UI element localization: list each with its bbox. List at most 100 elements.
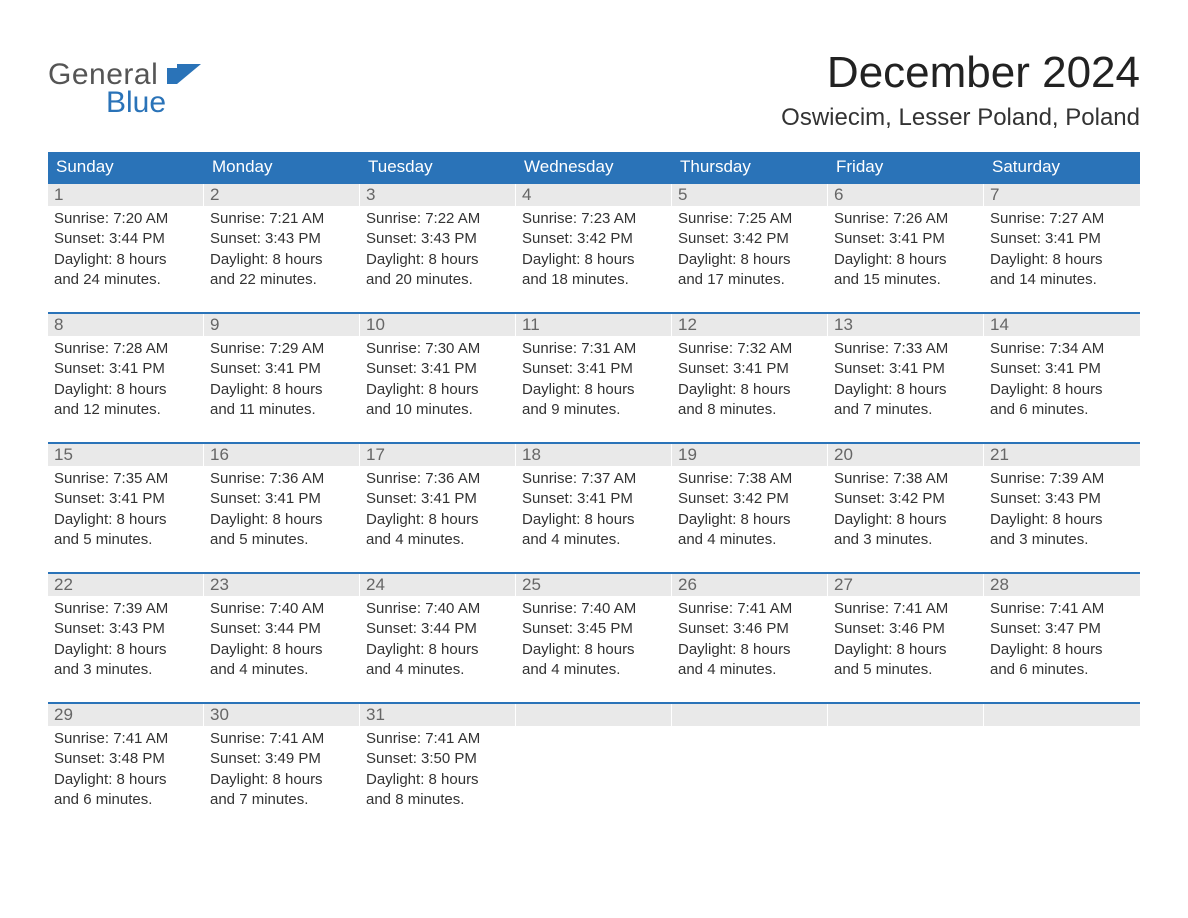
week-row: 22Sunrise: 7:39 AMSunset: 3:43 PMDayligh… [48, 572, 1140, 702]
day-body [516, 726, 672, 806]
day-sunrise: Sunrise: 7:33 AM [834, 339, 978, 359]
flag-icon [167, 64, 201, 89]
day-d2: and 5 minutes. [834, 660, 978, 680]
day-sunset: Sunset: 3:41 PM [366, 489, 510, 509]
day-d1: Daylight: 8 hours [522, 250, 666, 270]
day-d1: Daylight: 8 hours [990, 380, 1134, 400]
day-sunrise: Sunrise: 7:20 AM [54, 209, 198, 229]
day-cell: 15Sunrise: 7:35 AMSunset: 3:41 PMDayligh… [48, 444, 204, 572]
day-sunset: Sunset: 3:46 PM [678, 619, 822, 639]
day-body: Sunrise: 7:38 AMSunset: 3:42 PMDaylight:… [828, 466, 984, 564]
day-number: 26 [672, 574, 828, 596]
day-d2: and 5 minutes. [210, 530, 354, 550]
day-body: Sunrise: 7:41 AMSunset: 3:46 PMDaylight:… [672, 596, 828, 694]
day-d1: Daylight: 8 hours [366, 250, 510, 270]
day-sunset: Sunset: 3:44 PM [54, 229, 198, 249]
day-sunrise: Sunrise: 7:27 AM [990, 209, 1134, 229]
day-body: Sunrise: 7:39 AMSunset: 3:43 PMDaylight:… [48, 596, 204, 694]
day-d2: and 3 minutes. [54, 660, 198, 680]
day-d1: Daylight: 8 hours [54, 770, 198, 790]
day-body: Sunrise: 7:39 AMSunset: 3:43 PMDaylight:… [984, 466, 1140, 564]
day-sunset: Sunset: 3:49 PM [210, 749, 354, 769]
day-cell [984, 704, 1140, 832]
day-d2: and 10 minutes. [366, 400, 510, 420]
day-cell: 29Sunrise: 7:41 AMSunset: 3:48 PMDayligh… [48, 704, 204, 832]
day-body: Sunrise: 7:31 AMSunset: 3:41 PMDaylight:… [516, 336, 672, 434]
day-cell: 11Sunrise: 7:31 AMSunset: 3:41 PMDayligh… [516, 314, 672, 442]
day-number [516, 704, 672, 726]
day-sunset: Sunset: 3:41 PM [54, 489, 198, 509]
day-sunset: Sunset: 3:41 PM [522, 359, 666, 379]
day-body: Sunrise: 7:41 AMSunset: 3:46 PMDaylight:… [828, 596, 984, 694]
day-number: 5 [672, 184, 828, 206]
day-cell: 14Sunrise: 7:34 AMSunset: 3:41 PMDayligh… [984, 314, 1140, 442]
week-row: 1Sunrise: 7:20 AMSunset: 3:44 PMDaylight… [48, 182, 1140, 312]
day-d1: Daylight: 8 hours [834, 380, 978, 400]
day-body: Sunrise: 7:32 AMSunset: 3:41 PMDaylight:… [672, 336, 828, 434]
day-d1: Daylight: 8 hours [678, 380, 822, 400]
day-cell: 2Sunrise: 7:21 AMSunset: 3:43 PMDaylight… [204, 184, 360, 312]
day-d1: Daylight: 8 hours [678, 640, 822, 660]
day-body: Sunrise: 7:23 AMSunset: 3:42 PMDaylight:… [516, 206, 672, 304]
day-sunset: Sunset: 3:43 PM [210, 229, 354, 249]
day-cell: 9Sunrise: 7:29 AMSunset: 3:41 PMDaylight… [204, 314, 360, 442]
day-d1: Daylight: 8 hours [54, 510, 198, 530]
day-d2: and 4 minutes. [210, 660, 354, 680]
day-d1: Daylight: 8 hours [210, 250, 354, 270]
day-number: 19 [672, 444, 828, 466]
day-body: Sunrise: 7:28 AMSunset: 3:41 PMDaylight:… [48, 336, 204, 434]
day-sunrise: Sunrise: 7:31 AM [522, 339, 666, 359]
day-sunset: Sunset: 3:41 PM [678, 359, 822, 379]
day-sunrise: Sunrise: 7:41 AM [210, 729, 354, 749]
week-row: 8Sunrise: 7:28 AMSunset: 3:41 PMDaylight… [48, 312, 1140, 442]
day-number: 20 [828, 444, 984, 466]
day-cell: 28Sunrise: 7:41 AMSunset: 3:47 PMDayligh… [984, 574, 1140, 702]
day-sunrise: Sunrise: 7:35 AM [54, 469, 198, 489]
day-body: Sunrise: 7:34 AMSunset: 3:41 PMDaylight:… [984, 336, 1140, 434]
day-cell: 8Sunrise: 7:28 AMSunset: 3:41 PMDaylight… [48, 314, 204, 442]
day-sunrise: Sunrise: 7:25 AM [678, 209, 822, 229]
day-number: 12 [672, 314, 828, 336]
day-sunset: Sunset: 3:43 PM [366, 229, 510, 249]
day-d1: Daylight: 8 hours [54, 380, 198, 400]
day-sunset: Sunset: 3:41 PM [54, 359, 198, 379]
day-d2: and 12 minutes. [54, 400, 198, 420]
day-cell: 21Sunrise: 7:39 AMSunset: 3:43 PMDayligh… [984, 444, 1140, 572]
brand-logo: General Blue [48, 58, 201, 120]
day-cell: 4Sunrise: 7:23 AMSunset: 3:42 PMDaylight… [516, 184, 672, 312]
day-number: 29 [48, 704, 204, 726]
day-cell: 10Sunrise: 7:30 AMSunset: 3:41 PMDayligh… [360, 314, 516, 442]
day-number: 7 [984, 184, 1140, 206]
day-number: 18 [516, 444, 672, 466]
page: General Blue December 2024 Oswiecim, Les… [0, 0, 1188, 872]
day-body: Sunrise: 7:29 AMSunset: 3:41 PMDaylight:… [204, 336, 360, 434]
day-sunset: Sunset: 3:42 PM [834, 489, 978, 509]
day-cell: 22Sunrise: 7:39 AMSunset: 3:43 PMDayligh… [48, 574, 204, 702]
day-sunset: Sunset: 3:43 PM [54, 619, 198, 639]
day-d2: and 7 minutes. [834, 400, 978, 420]
weekday-header: Thursday [672, 152, 828, 182]
day-cell: 3Sunrise: 7:22 AMSunset: 3:43 PMDaylight… [360, 184, 516, 312]
day-d1: Daylight: 8 hours [210, 640, 354, 660]
weekday-header: Wednesday [516, 152, 672, 182]
day-sunrise: Sunrise: 7:36 AM [366, 469, 510, 489]
day-sunset: Sunset: 3:41 PM [210, 359, 354, 379]
day-d2: and 20 minutes. [366, 270, 510, 290]
day-number: 2 [204, 184, 360, 206]
day-d2: and 3 minutes. [990, 530, 1134, 550]
header: General Blue December 2024 Oswiecim, Les… [48, 48, 1140, 132]
day-sunset: Sunset: 3:41 PM [990, 229, 1134, 249]
day-sunrise: Sunrise: 7:34 AM [990, 339, 1134, 359]
day-number [828, 704, 984, 726]
day-cell: 6Sunrise: 7:26 AMSunset: 3:41 PMDaylight… [828, 184, 984, 312]
day-sunrise: Sunrise: 7:29 AM [210, 339, 354, 359]
day-body: Sunrise: 7:27 AMSunset: 3:41 PMDaylight:… [984, 206, 1140, 304]
day-sunrise: Sunrise: 7:26 AM [834, 209, 978, 229]
day-body: Sunrise: 7:35 AMSunset: 3:41 PMDaylight:… [48, 466, 204, 564]
day-body: Sunrise: 7:41 AMSunset: 3:49 PMDaylight:… [204, 726, 360, 824]
week-row: 29Sunrise: 7:41 AMSunset: 3:48 PMDayligh… [48, 702, 1140, 832]
day-d2: and 4 minutes. [366, 660, 510, 680]
day-d2: and 8 minutes. [678, 400, 822, 420]
day-d1: Daylight: 8 hours [834, 640, 978, 660]
day-sunset: Sunset: 3:41 PM [366, 359, 510, 379]
